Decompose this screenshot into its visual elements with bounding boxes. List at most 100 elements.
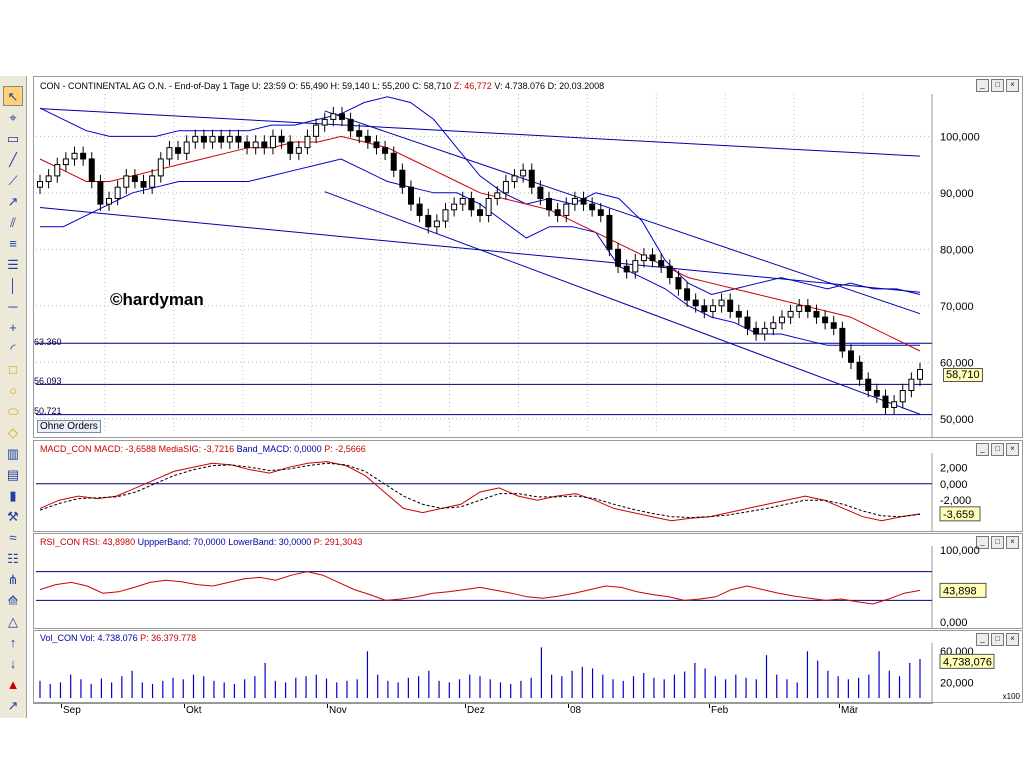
circle-icon[interactable]: ○ (9, 382, 17, 398)
ellipse-icon[interactable]: ⬭ (7, 403, 19, 419)
rsi-maximize-button[interactable]: □ (991, 536, 1004, 549)
candle-body (62, 158, 69, 166)
volume-minimize-button[interactable]: _ (976, 633, 989, 646)
bars-icon[interactable]: ▥ (6, 445, 20, 461)
volume-unit: x100 (1002, 692, 1020, 701)
price-tick-label: 70,000 (940, 301, 974, 313)
wave-icon[interactable]: ≈ (9, 529, 17, 545)
candle-body (131, 175, 138, 183)
candles-icon[interactable]: ▮ (9, 487, 17, 503)
candle-body (416, 203, 423, 216)
orders-toggle[interactable]: Ohne Orders (37, 420, 101, 433)
list-icon[interactable]: ☷ (7, 550, 19, 566)
rsi-close-button[interactable]: × (1006, 536, 1019, 549)
candle-body (623, 265, 630, 273)
candle-body (787, 310, 794, 318)
candle-body (735, 310, 742, 318)
volume-pane: Vol_CON Vol: 4.738.076 P: 36.379.778 _ □… (33, 630, 1023, 703)
fan-icon[interactable]: ⟰ (7, 592, 19, 608)
close-button[interactable]: × (1006, 79, 1019, 92)
pitchfork-icon[interactable]: ⋔ (7, 571, 19, 587)
trendline (324, 191, 921, 415)
candle-body (589, 203, 596, 211)
horizontal-line-icon[interactable]: ─ (8, 298, 18, 314)
rsi-tick-label: 100,000 (940, 545, 980, 557)
candle-body (451, 203, 458, 211)
volume-tick-label: 20,000 (940, 677, 974, 689)
triangle-icon[interactable]: △ (8, 613, 18, 629)
candle-body (477, 209, 483, 216)
candle-body (917, 369, 923, 380)
x-axis: Sep Okt Nov Dez 08 Feb Mär (33, 703, 933, 718)
candle-body (97, 181, 104, 205)
signal-line (39, 462, 921, 519)
candle-body (399, 169, 406, 188)
crosshair-icon[interactable]: ⌖ (9, 109, 17, 125)
candle-body (770, 322, 777, 329)
candle-body (511, 175, 518, 183)
rsi-window-buttons: _ □ × (976, 536, 1019, 549)
minimize-button[interactable]: _ (976, 79, 989, 92)
window-buttons: _ □ × (976, 79, 1019, 92)
price-tick-label: 90,000 (940, 188, 974, 200)
candle-body (701, 305, 708, 312)
candle-body (235, 135, 242, 143)
candle-body (157, 158, 164, 177)
candle-body (218, 135, 225, 143)
parallel-icon[interactable]: ≡ (9, 235, 17, 251)
volume-close-button[interactable]: × (1006, 633, 1019, 646)
square-icon[interactable]: □ (9, 361, 17, 377)
rsi-chart[interactable]: 100,000 0,000 43,898 (34, 534, 1022, 628)
candle-body (778, 316, 785, 324)
arrow-up-icon[interactable]: ↑ (9, 634, 17, 650)
candle-body (278, 135, 285, 143)
tools-icon[interactable]: ⚒ (7, 508, 19, 524)
candle-body (684, 288, 691, 301)
candle-body (106, 197, 113, 205)
candle-body (175, 147, 182, 154)
trendline (39, 108, 921, 157)
candle-body (830, 322, 837, 329)
line-icon[interactable]: ╱ (9, 151, 17, 167)
vertical-line-icon[interactable]: │ (8, 277, 18, 293)
candle-body (520, 169, 527, 177)
trendline-icon[interactable]: ⟋ (8, 172, 18, 188)
macd-tick-label: 2,000 (940, 462, 968, 474)
rsi-last-box (939, 582, 987, 598)
macd-close-button[interactable]: × (1006, 443, 1019, 456)
candle-body (597, 209, 604, 216)
cursor-icon[interactable]: ↖ (3, 86, 23, 106)
candle-body (692, 299, 699, 307)
maximize-button[interactable]: □ (991, 79, 1004, 92)
macd-chart[interactable]: 2,000 0,000 -2,000 -3,659 (34, 441, 1022, 531)
macd-maximize-button[interactable]: □ (991, 443, 1004, 456)
diamond-icon[interactable]: ◇ (8, 424, 18, 440)
ray-icon[interactable]: ↗ (7, 193, 19, 209)
candle-body (468, 197, 475, 211)
x-month-label: Okt (186, 705, 202, 716)
channel-icon[interactable]: ⫽ (10, 214, 16, 230)
candle-body (606, 214, 613, 250)
candle-body (908, 378, 915, 392)
rectangle-icon[interactable]: ▭ (6, 130, 20, 146)
fibonacci-icon[interactable]: ☰ (7, 256, 19, 272)
candle-body (615, 248, 622, 267)
arc-icon[interactable]: ◜ (10, 340, 16, 356)
bars2-icon[interactable]: ▤ (6, 466, 20, 482)
candle-body (45, 175, 52, 183)
macd-minimize-button[interactable]: _ (976, 443, 989, 456)
candle-body (373, 141, 380, 149)
candle-body (865, 378, 872, 392)
x-month-label: Mär (841, 705, 859, 716)
price-chart[interactable]: 100,000 90,000 80,000 70,000 60,000 50,000 (34, 77, 1022, 437)
candle-body (252, 141, 259, 149)
rsi-minimize-button[interactable]: _ (976, 536, 989, 549)
arrow-upright-icon[interactable]: ↗ (7, 697, 19, 713)
candle-body (658, 260, 665, 267)
candle-body (459, 197, 466, 205)
alert-icon[interactable]: ▲ (6, 676, 20, 692)
arrow-down-icon[interactable]: ↓ (9, 655, 17, 671)
cross-icon[interactable]: + (9, 319, 17, 335)
volume-maximize-button[interactable]: □ (991, 633, 1004, 646)
